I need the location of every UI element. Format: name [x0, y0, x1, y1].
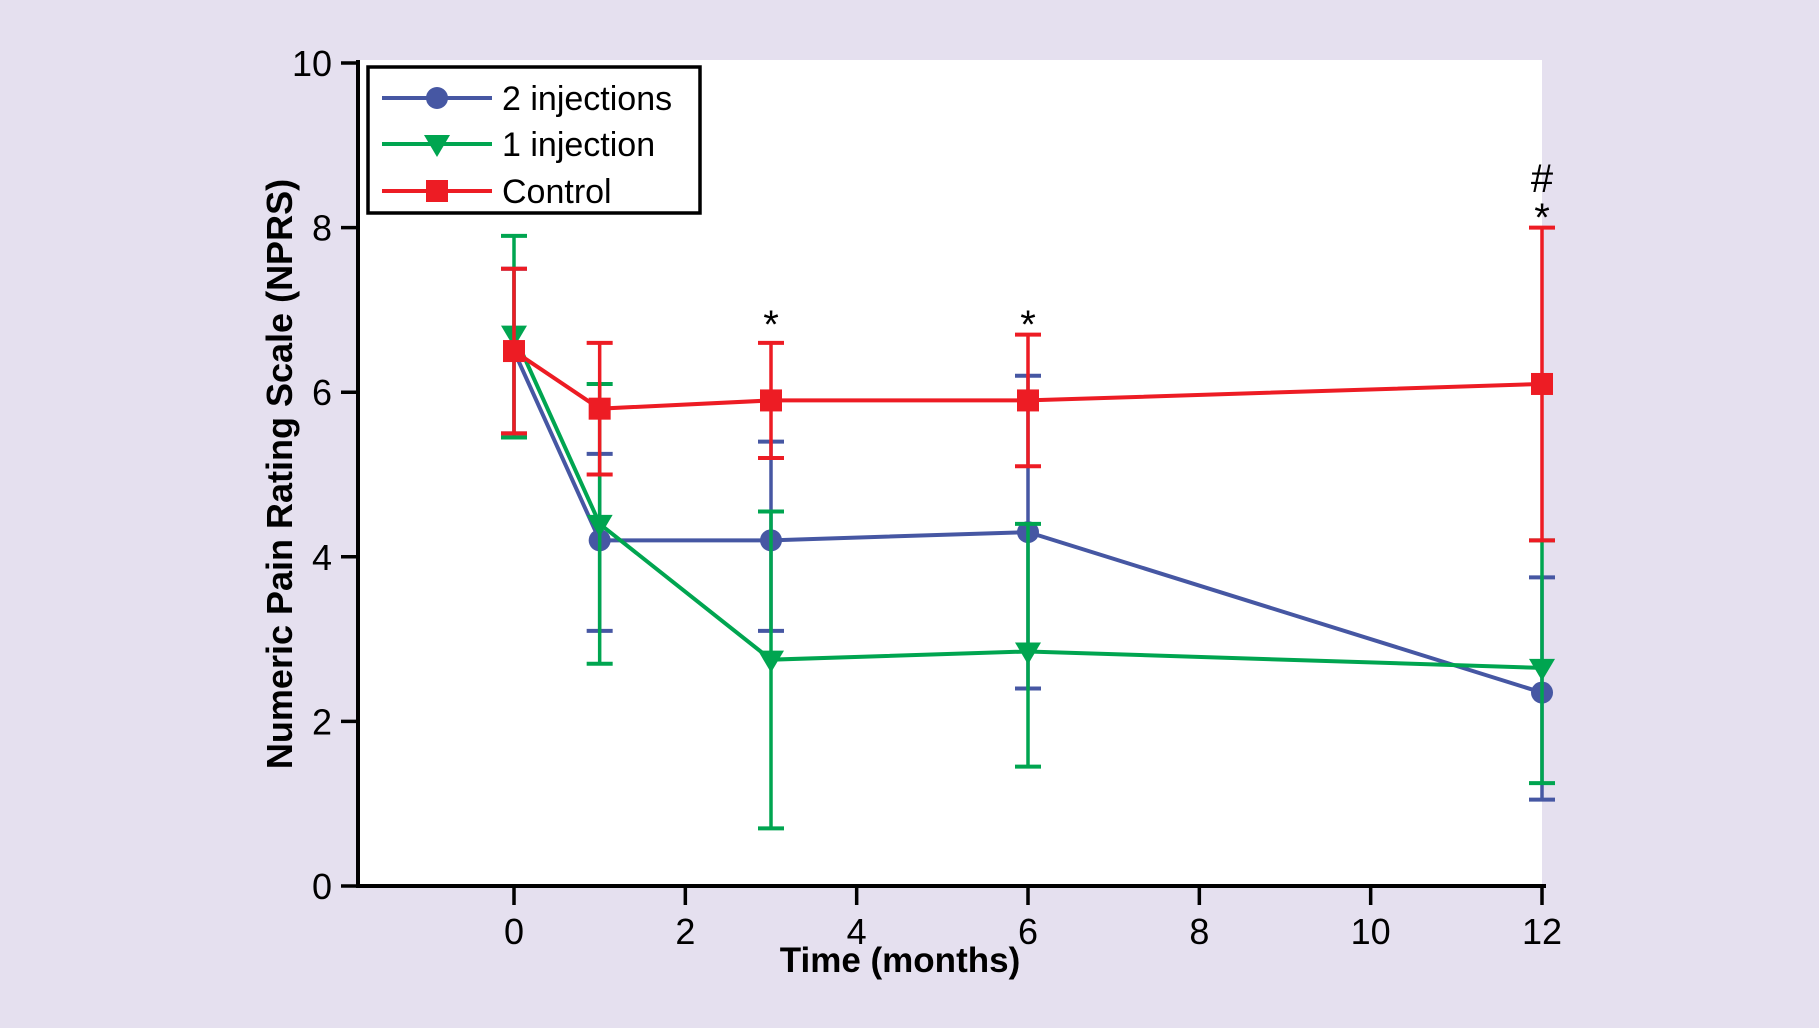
significance-hash: #: [1531, 157, 1554, 201]
legend-label: 1 injection: [502, 126, 655, 164]
y-axis-title: Numeric Pain Rating Scale (NPRS): [259, 179, 300, 769]
y-tick-label: 10: [292, 43, 332, 84]
legend-box: [366, 65, 702, 215]
square-marker: [588, 397, 611, 420]
square-marker: [426, 180, 448, 202]
x-tick-label: 0: [504, 911, 524, 952]
significance-asterisk: *: [763, 303, 779, 347]
x-tick-label: 4: [847, 911, 867, 952]
y-tick-label: 0: [312, 866, 332, 907]
square-marker: [1531, 372, 1553, 395]
significance-asterisk: *: [1534, 196, 1550, 240]
square-marker: [1017, 389, 1039, 412]
legend: 2 injections 1 injection Control: [366, 65, 702, 215]
x-tick-label: 10: [1351, 911, 1391, 952]
ticks-layer: 0 2 4 6 8 10 0 2 4 6 8 10 12: [292, 43, 1562, 952]
square-marker: [503, 340, 525, 363]
y-tick-label: 8: [312, 208, 332, 249]
legend-label: 2 injections: [502, 80, 672, 118]
circle-marker: [426, 87, 448, 109]
legend-item-1-injection: 1 injection: [382, 126, 655, 164]
triangle-down-marker: [586, 514, 613, 537]
x-tick-label: 8: [1189, 911, 1209, 952]
x-tick-label: 6: [1018, 911, 1038, 952]
significance-asterisk: *: [1020, 303, 1036, 347]
legend-label: Control: [502, 173, 612, 211]
y-tick-label: 4: [312, 537, 332, 578]
x-tick-label: 12: [1522, 911, 1562, 952]
legend-item-control: Control: [382, 173, 612, 211]
triangle-down-marker: [424, 135, 450, 157]
y-tick-label: 6: [312, 372, 332, 413]
y-tick-label: 2: [312, 701, 332, 742]
triangle-down-marker: [1015, 642, 1041, 665]
x-tick-label: 2: [675, 911, 695, 952]
triangle-down-marker: [758, 650, 784, 673]
legend-item-2-injections: 2 injections: [382, 80, 672, 118]
series-control: [501, 225, 1555, 543]
square-marker: [760, 389, 782, 412]
x-axis-title: Time (months): [780, 941, 1020, 980]
series-layer: [501, 225, 1555, 831]
triangle-down-marker: [1529, 658, 1555, 681]
annotations-layer: * **#: [763, 157, 1554, 347]
